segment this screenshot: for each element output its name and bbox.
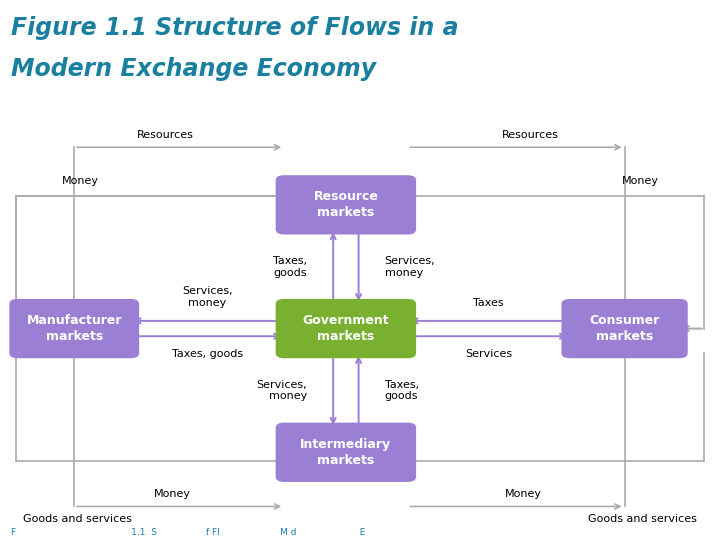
Text: Consumer
markets: Consumer markets [590,314,660,343]
Text: Money: Money [621,177,659,186]
FancyBboxPatch shape [276,175,416,234]
Text: Taxes: Taxes [474,298,504,308]
FancyBboxPatch shape [562,299,688,358]
Text: F                                        1.1  S                 f Fl            : F 1.1 S f Fl [11,528,388,537]
FancyBboxPatch shape [9,299,139,358]
Text: Taxes,
goods: Taxes, goods [273,256,307,278]
Text: Modern Exchange Economy: Modern Exchange Economy [11,57,376,80]
Text: Government
markets: Government markets [302,314,390,343]
Text: Goods and services: Goods and services [588,514,697,524]
Text: Money: Money [61,177,99,186]
Text: Resource
markets: Resource markets [313,190,378,219]
Text: Intermediary
markets: Intermediary markets [300,438,392,467]
Text: Services,
money: Services, money [384,256,436,278]
Text: Resources: Resources [502,130,559,139]
Text: Resources: Resources [137,130,194,139]
Text: Taxes,
goods: Taxes, goods [384,380,419,401]
Text: Manufacturer
markets: Manufacturer markets [27,314,122,343]
Text: Taxes, goods: Taxes, goods [172,349,243,359]
Text: Services,
money: Services, money [182,287,233,308]
FancyBboxPatch shape [276,423,416,482]
Text: Services: Services [465,349,513,359]
Text: Money: Money [505,489,541,499]
Text: Money: Money [153,489,191,499]
Text: Goods and services: Goods and services [23,514,132,524]
Text: Services,
money: Services, money [256,380,307,401]
FancyBboxPatch shape [276,299,416,358]
Text: Figure 1.1 Structure of Flows in a: Figure 1.1 Structure of Flows in a [11,16,459,40]
